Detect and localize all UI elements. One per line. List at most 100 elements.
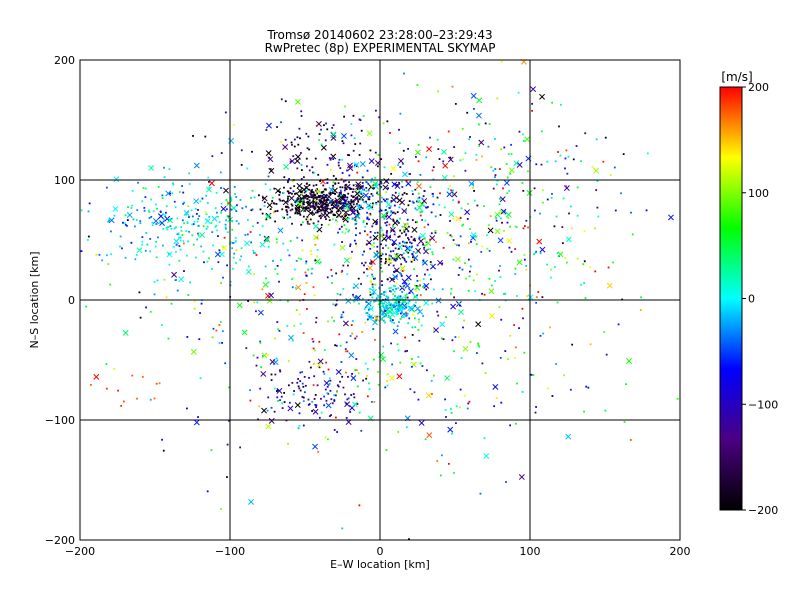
scatter-point: [302, 332, 305, 334]
scatter-point: [372, 328, 375, 330]
scatter-point: [322, 209, 325, 212]
chart-title: Tromsø 20140602 23:28:00–23:29:43: [267, 28, 493, 42]
scatter-point-cross: [159, 220, 166, 227]
scatter-point-cross: [265, 423, 272, 430]
scatter-point: [342, 203, 345, 206]
scatter-point: [411, 190, 414, 192]
scatter-point: [420, 324, 423, 327]
scatter-point: [341, 186, 344, 189]
scatter-point: [323, 404, 326, 407]
scatter-point-cross: [208, 180, 215, 187]
scatter-point: [346, 201, 348, 204]
scatter-point: [406, 296, 409, 299]
scatter-point: [384, 291, 387, 293]
scatter-point: [391, 225, 394, 228]
scatter-point: [310, 272, 313, 275]
scatter-point: [298, 210, 300, 212]
scatter-point: [296, 211, 299, 214]
scatter-point: [469, 341, 472, 344]
scatter-point: [267, 245, 270, 248]
scatter-point: [367, 207, 370, 210]
scatter-point: [347, 397, 350, 400]
scatter-point: [561, 242, 564, 245]
scatter-point: [433, 288, 435, 291]
scatter-point: [287, 192, 290, 195]
scatter-point: [250, 241, 253, 244]
scatter-point: [584, 132, 587, 135]
scatter-point: [272, 211, 275, 214]
scatter-point: [441, 262, 444, 265]
scatter-point: [376, 192, 378, 195]
scatter-point: [596, 206, 599, 209]
scatter-point: [486, 247, 489, 250]
scatter-point: [309, 366, 312, 369]
scatter-point: [250, 209, 253, 212]
scatter-point: [287, 217, 289, 220]
scatter-point: [395, 311, 398, 313]
scatter-point: [232, 256, 235, 259]
scatter-point: [374, 320, 376, 323]
scatter-point-cross: [283, 163, 290, 170]
scatter-point: [575, 145, 578, 147]
scatter-point: [392, 278, 395, 281]
scatter-point-cross: [136, 247, 143, 254]
scatter-point: [417, 160, 420, 163]
scatter-point: [318, 200, 321, 203]
scatter-point: [401, 316, 403, 319]
scatter-point-cross: [500, 208, 507, 215]
scatter-point: [380, 243, 382, 246]
scatter-point: [375, 203, 378, 205]
scatter-point: [192, 223, 195, 226]
scatter-point: [426, 206, 429, 208]
scatter-point: [398, 206, 401, 209]
scatter-point: [195, 212, 198, 215]
scatter-point: [174, 251, 177, 253]
scatter-point: [232, 267, 234, 270]
scatter-point: [326, 199, 328, 202]
scatter-point: [343, 189, 346, 192]
scatter-point: [211, 231, 214, 234]
scatter-point: [226, 443, 229, 446]
scatter-point: [313, 193, 316, 196]
scatter-point: [320, 197, 323, 200]
scatter-point: [189, 281, 192, 284]
scatter-point: [245, 347, 248, 350]
scatter-point: [400, 275, 403, 277]
scatter-point: [183, 270, 185, 272]
scatter-point: [391, 307, 394, 310]
scatter-point: [193, 220, 196, 223]
scatter-point-cross: [423, 282, 430, 289]
scatter-point: [400, 263, 403, 266]
scatter-point: [325, 218, 327, 220]
scatter-point: [466, 218, 469, 220]
scatter-point: [508, 246, 511, 249]
scatter-point: [149, 237, 152, 240]
scatter-point: [373, 401, 376, 403]
scatter-point: [200, 302, 203, 305]
scatter-point: [407, 322, 409, 325]
scatter-point: [339, 200, 341, 203]
scatter-point-cross: [93, 373, 100, 380]
scatter-point: [513, 324, 516, 327]
scatter-point: [562, 197, 565, 200]
scatter-point: [299, 380, 302, 383]
scatter-point: [469, 265, 472, 268]
scatter-point: [365, 312, 368, 315]
scatter-point: [329, 208, 332, 211]
scatter-point: [279, 399, 281, 402]
scatter-point: [290, 203, 293, 206]
scatter-point-cross: [282, 144, 289, 150]
scatter-point: [438, 204, 441, 206]
scatter-point: [564, 185, 567, 188]
scatter-point: [416, 279, 419, 282]
scatter-point: [240, 255, 243, 258]
scatter-point: [432, 166, 435, 169]
scatter-point: [392, 293, 394, 296]
scatter-point: [389, 307, 392, 310]
scatter-point: [471, 186, 474, 189]
scatter-point: [105, 186, 108, 189]
scatter-point: [178, 259, 181, 262]
scatter-point-cross: [390, 165, 397, 172]
scatter-point: [550, 276, 552, 279]
scatter-point: [289, 240, 292, 242]
